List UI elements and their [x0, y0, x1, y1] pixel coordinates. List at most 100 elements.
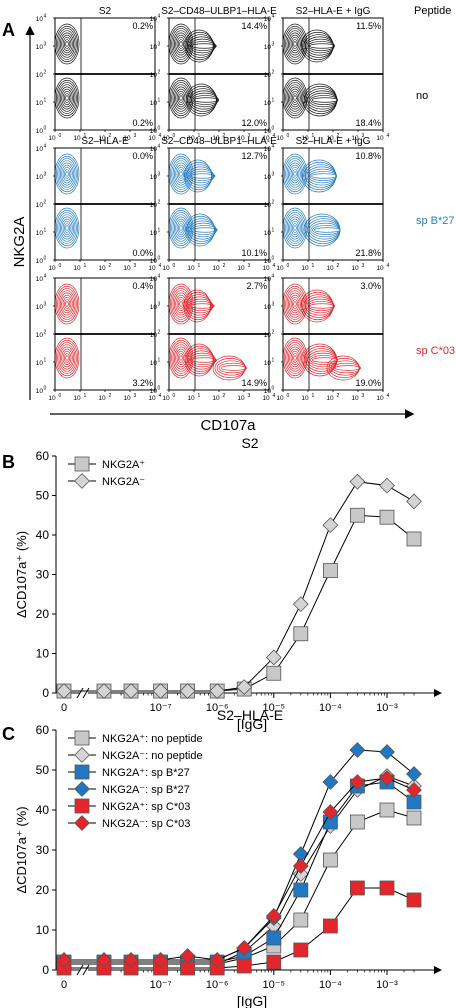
- data-point-diamond: [74, 473, 90, 489]
- legend-entry: NKG2A⁻: [102, 476, 145, 488]
- y-tick-exponent: 1: [272, 228, 275, 234]
- series-line: [64, 514, 415, 692]
- contour-line: [57, 288, 77, 320]
- y-tick-label: 50: [36, 489, 50, 503]
- y-tick-exponent: 0: [158, 256, 161, 262]
- y-axis-label: ΔCD107a⁺ (%): [14, 806, 29, 893]
- x-tick-label: 10: [351, 135, 359, 142]
- contour-line: [310, 95, 338, 105]
- x-tick-label: 10: [148, 395, 156, 402]
- contour-line: [55, 23, 80, 65]
- x-tick-exponent: 4: [273, 393, 276, 399]
- x-tick-exponent: 0: [287, 263, 290, 269]
- y-tick-label: 10: [264, 304, 272, 311]
- x-tick-exponent: 2: [337, 263, 340, 269]
- contour-line: [177, 353, 185, 363]
- x-tick-label: 10: [48, 135, 56, 142]
- data-point-diamond: [123, 683, 139, 699]
- data-point-square: [266, 930, 282, 946]
- data-point-diamond: [322, 517, 339, 534]
- x-tick-label: 10: [326, 265, 334, 272]
- data-point-square: [74, 456, 90, 472]
- x-tick-label: 10: [237, 265, 245, 272]
- y-tick-label: 10: [150, 332, 158, 339]
- x-tick-exponent: 1: [84, 393, 87, 399]
- contour-line: [65, 41, 69, 47]
- x-tick-label: 10: [301, 395, 309, 402]
- contour-line: [55, 77, 80, 119]
- x-tick-exponent: 0: [59, 263, 62, 269]
- data-point-square: [293, 942, 309, 958]
- y-tick-exponent: 2: [158, 330, 161, 336]
- y-tick-label: 10: [36, 276, 44, 283]
- x-tick-label: 10: [351, 395, 359, 402]
- contour-line: [55, 155, 79, 193]
- y-tick-exponent: 1: [44, 98, 47, 104]
- contour-line: [191, 357, 217, 363]
- contour-line: [169, 283, 194, 325]
- contour-line: [62, 90, 72, 106]
- plot-title: S2–HLA-E: [81, 136, 129, 147]
- y-tick-label: 10: [36, 923, 50, 937]
- upper-percentage: 12.7%: [241, 151, 267, 161]
- contour-line: [290, 166, 300, 182]
- legend-entry: NKG2A⁺: sp B*27: [102, 767, 190, 779]
- y-tick-label: 10: [264, 276, 272, 283]
- y-tick-exponent: 0: [158, 386, 161, 392]
- panel-a-letter: A: [2, 20, 15, 40]
- contour-line: [283, 337, 308, 379]
- y-tick-exponent: 2: [44, 70, 47, 76]
- x-tick-label: 10⁻⁶: [206, 979, 229, 991]
- data-point-square: [74, 764, 90, 780]
- y-tick-exponent: 0: [272, 256, 275, 262]
- y-tick-label: 10: [36, 332, 44, 339]
- x-tick-exponent: 4: [273, 133, 276, 139]
- contour-line: [283, 79, 307, 117]
- contour-line: [308, 220, 341, 240]
- contour-line: [184, 29, 214, 63]
- contour-plot: 3.0%19.0%10 010 110 210 310 410 0 10 1 10 2 10 3 10 4: [264, 274, 390, 403]
- contour-plot: 2.7%14.9%10 010 110 210 310 410 0 10 1 10 2 10 3 10 4: [150, 274, 276, 403]
- x-tick-exponent: 1: [312, 133, 315, 139]
- x-tick-label: 10: [73, 265, 81, 272]
- x-tick-label: 10: [162, 265, 170, 272]
- x-tick-exponent: 1: [312, 393, 315, 399]
- contour-line: [290, 90, 300, 106]
- y-tick-label: 10: [36, 100, 44, 107]
- x-tick-label: 10: [376, 135, 384, 142]
- contour-line: [291, 93, 299, 103]
- contour-line: [55, 283, 80, 325]
- data-point-diamond: [152, 683, 169, 699]
- y-tick-exponent: 3: [158, 302, 161, 308]
- data-point-diamond: [265, 908, 282, 924]
- contour-line: [62, 296, 72, 312]
- contour-line: [59, 32, 75, 56]
- y-tick-label: 10: [36, 146, 44, 153]
- y-tick-label: 10: [264, 360, 272, 367]
- x-tick-exponent: 3: [248, 393, 251, 399]
- x-tick-exponent: 4: [159, 133, 162, 139]
- contour-line: [189, 352, 216, 368]
- y-tick-exponent: 1: [158, 358, 161, 364]
- y-tick-exponent: 1: [158, 98, 161, 104]
- contour-line: [188, 168, 215, 184]
- data-point-diamond: [292, 866, 309, 882]
- y-tick-label: 20: [36, 607, 50, 621]
- y-tick-exponent: 2: [44, 330, 47, 336]
- y-tick-label: 60: [36, 449, 50, 463]
- y-tick-exponent: 4: [272, 274, 275, 280]
- x-tick-exponent: 0: [59, 133, 62, 139]
- lower-percentage: 12.0%: [241, 118, 267, 128]
- contour-line: [192, 95, 219, 105]
- y-tick-exponent: 4: [44, 144, 47, 150]
- y-tick-label: 10: [150, 44, 158, 51]
- y-tick-exponent: 4: [44, 14, 47, 20]
- contour-line: [286, 214, 304, 242]
- y-tick-label: 50: [36, 763, 50, 777]
- data-point-square: [74, 798, 90, 814]
- contour-line: [58, 344, 76, 372]
- contour-line: [59, 162, 75, 186]
- data-point-square: [293, 626, 309, 642]
